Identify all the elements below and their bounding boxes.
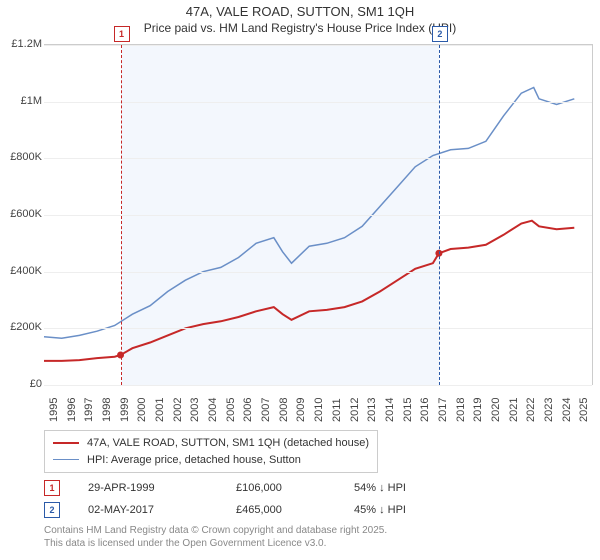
x-axis-label: 2017 <box>437 398 449 422</box>
gridline <box>44 45 592 46</box>
event-dashline <box>439 45 440 385</box>
x-axis-label: 1997 <box>83 398 95 422</box>
gridline <box>44 215 592 216</box>
y-axis-label: £1.2M <box>2 38 42 50</box>
y-axis-label: £600K <box>2 208 42 220</box>
x-axis-label: 2004 <box>207 398 219 422</box>
x-axis-label: 2019 <box>472 398 484 422</box>
legend-row: HPI: Average price, detached house, Sutt… <box>53 452 369 469</box>
legend-label: 47A, VALE ROAD, SUTTON, SM1 1QH (detache… <box>87 435 369 452</box>
x-axis-label: 2002 <box>172 398 184 422</box>
chart-title: 47A, VALE ROAD, SUTTON, SM1 1QH <box>0 0 600 21</box>
x-axis-label: 2022 <box>525 398 537 422</box>
event-delta: 54% ↓ HPI <box>354 482 474 494</box>
x-axis-label: 2008 <box>278 398 290 422</box>
gridline <box>44 158 592 159</box>
legend: 47A, VALE ROAD, SUTTON, SM1 1QH (detache… <box>44 430 378 473</box>
event-price: £106,000 <box>236 482 326 494</box>
legend-swatch <box>53 442 79 444</box>
x-axis-label: 2007 <box>260 398 272 422</box>
x-axis-label: 2005 <box>225 398 237 422</box>
x-axis-label: 2016 <box>419 398 431 422</box>
x-axis-label: 2018 <box>455 398 467 422</box>
event-date: 02-MAY-2017 <box>88 504 208 516</box>
y-axis-label: £800K <box>2 151 42 163</box>
x-axis-label: 2015 <box>402 398 414 422</box>
event-marker: 1 <box>114 26 130 42</box>
x-axis-label: 2020 <box>490 398 502 422</box>
gridline <box>44 272 592 273</box>
event-date: 29-APR-1999 <box>88 482 208 494</box>
footer-text: Contains HM Land Registry data © Crown c… <box>44 524 387 550</box>
x-axis-label: 2000 <box>136 398 148 422</box>
chart-container: 47A, VALE ROAD, SUTTON, SM1 1QH Price pa… <box>0 0 600 560</box>
x-axis-label: 2003 <box>189 398 201 422</box>
footer-line-2: This data is licensed under the Open Gov… <box>44 537 387 550</box>
event-row: 1 29-APR-1999 £106,000 54% ↓ HPI <box>44 480 474 496</box>
x-axis-label: 2024 <box>561 398 573 422</box>
gridline <box>44 385 592 386</box>
footer-line-1: Contains HM Land Registry data © Crown c… <box>44 524 387 537</box>
event-dashline <box>121 45 122 385</box>
legend-row: 47A, VALE ROAD, SUTTON, SM1 1QH (detache… <box>53 435 369 452</box>
gridline <box>44 102 592 103</box>
legend-label: HPI: Average price, detached house, Sutt… <box>87 452 301 469</box>
x-axis-label: 2009 <box>295 398 307 422</box>
chart-subtitle: Price paid vs. HM Land Registry's House … <box>0 21 600 35</box>
event-price: £465,000 <box>236 504 326 516</box>
series-property <box>44 221 574 361</box>
x-axis-label: 2001 <box>154 398 166 422</box>
x-axis-label: 2010 <box>313 398 325 422</box>
event-marker: 2 <box>432 26 448 42</box>
x-axis-label: 1999 <box>119 398 131 422</box>
x-axis-label: 2006 <box>242 398 254 422</box>
event-delta: 45% ↓ HPI <box>354 504 474 516</box>
event-list: 1 29-APR-1999 £106,000 54% ↓ HPI 2 02-MAY-201… <box>44 474 474 518</box>
event-row-marker: 1 <box>44 480 60 496</box>
x-axis-label: 2021 <box>508 398 520 422</box>
y-axis-label: £0 <box>2 378 42 390</box>
x-axis-label: 2025 <box>578 398 590 422</box>
x-axis-label: 1995 <box>48 398 60 422</box>
y-axis-label: £1M <box>2 95 42 107</box>
x-axis-label: 1996 <box>66 398 78 422</box>
legend-swatch <box>53 459 79 460</box>
event-row-marker: 2 <box>44 502 60 518</box>
y-axis-label: £200K <box>2 321 42 333</box>
x-axis-label: 1998 <box>101 398 113 422</box>
x-axis-label: 2023 <box>543 398 555 422</box>
y-axis-label: £400K <box>2 265 42 277</box>
event-row: 2 02-MAY-2017 £465,000 45% ↓ HPI <box>44 502 474 518</box>
plot-area <box>44 44 593 385</box>
x-axis-label: 2011 <box>331 398 343 422</box>
gridline <box>44 328 592 329</box>
x-axis-label: 2014 <box>384 398 396 422</box>
x-axis-label: 2013 <box>366 398 378 422</box>
x-axis-label: 2012 <box>349 398 361 422</box>
series-hpi <box>44 88 574 339</box>
